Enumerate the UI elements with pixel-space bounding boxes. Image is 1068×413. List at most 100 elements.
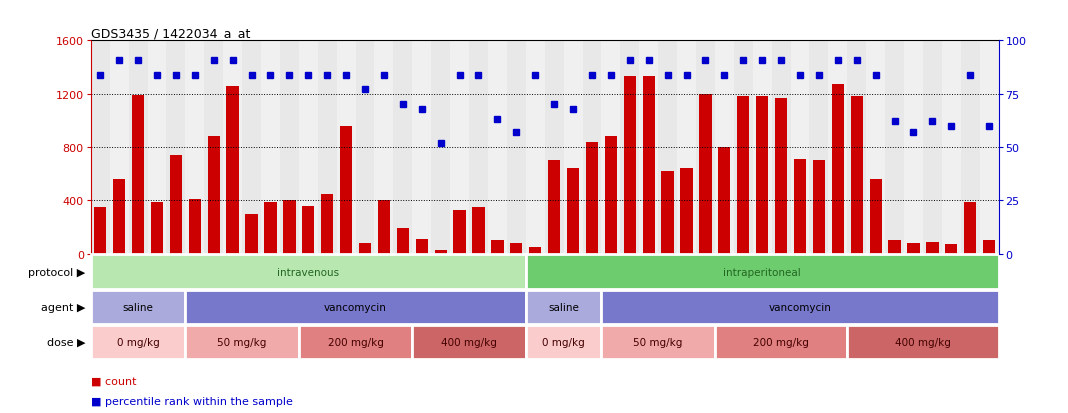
Bar <box>964 202 976 254</box>
Bar <box>356 41 375 254</box>
Bar <box>207 137 220 254</box>
Bar <box>832 85 844 254</box>
Bar <box>961 41 979 254</box>
Bar <box>942 41 961 254</box>
Bar <box>147 41 167 254</box>
Text: ■ count: ■ count <box>91 376 137 386</box>
Bar <box>601 325 714 359</box>
Bar <box>734 41 753 254</box>
Text: agent ▶: agent ▶ <box>41 302 85 312</box>
Bar <box>772 41 790 254</box>
Bar <box>170 156 182 254</box>
Bar <box>945 244 957 254</box>
Bar <box>756 97 768 254</box>
Bar <box>94 207 107 254</box>
Bar <box>847 41 866 254</box>
Bar <box>204 41 223 254</box>
Bar <box>318 41 336 254</box>
Text: 400 mg/kg: 400 mg/kg <box>441 337 497 347</box>
Bar <box>661 171 674 254</box>
Bar <box>810 41 829 254</box>
Bar <box>299 41 318 254</box>
Bar <box>302 206 314 254</box>
Bar <box>283 201 296 254</box>
Bar <box>261 41 280 254</box>
Bar <box>431 41 450 254</box>
Bar <box>714 325 847 359</box>
Bar <box>113 180 125 254</box>
Bar <box>359 243 372 254</box>
Bar <box>564 41 582 254</box>
Bar <box>529 247 541 254</box>
Bar <box>91 290 186 324</box>
Bar <box>378 201 390 254</box>
Bar <box>472 207 485 254</box>
Bar <box>186 325 299 359</box>
Bar <box>847 325 999 359</box>
Text: protocol ▶: protocol ▶ <box>28 267 85 277</box>
Bar <box>321 194 333 254</box>
Bar <box>545 41 564 254</box>
Bar <box>737 97 750 254</box>
Text: vancomycin: vancomycin <box>324 302 387 312</box>
Bar <box>908 243 920 254</box>
Bar <box>621 41 640 254</box>
Bar <box>340 126 352 254</box>
Bar <box>601 290 999 324</box>
Bar <box>983 241 995 254</box>
Bar <box>280 41 299 254</box>
Bar <box>91 41 110 254</box>
Bar <box>488 41 507 254</box>
Bar <box>412 325 525 359</box>
Bar <box>450 41 469 254</box>
Bar <box>189 199 201 254</box>
Bar <box>128 41 147 254</box>
Bar <box>979 41 999 254</box>
Text: intraperitoneal: intraperitoneal <box>723 267 801 277</box>
Bar <box>469 41 488 254</box>
Bar <box>454 210 466 254</box>
Bar <box>151 202 163 254</box>
Bar <box>790 41 810 254</box>
Bar <box>889 241 900 254</box>
Bar <box>167 41 186 254</box>
Bar <box>375 41 393 254</box>
Text: saline: saline <box>123 302 154 312</box>
Bar <box>91 255 525 289</box>
Bar <box>696 41 714 254</box>
Bar <box>525 41 545 254</box>
Bar <box>658 41 677 254</box>
Bar <box>299 325 412 359</box>
Bar <box>869 180 882 254</box>
Text: 200 mg/kg: 200 mg/kg <box>753 337 810 347</box>
Bar <box>885 41 904 254</box>
Text: vancomycin: vancomycin <box>769 302 831 312</box>
Bar <box>926 242 939 254</box>
Bar <box>110 41 128 254</box>
Bar <box>435 250 446 254</box>
Bar <box>794 159 806 254</box>
Bar <box>242 41 261 254</box>
Bar <box>186 290 525 324</box>
Bar <box>412 41 431 254</box>
Bar <box>548 161 561 254</box>
Text: 400 mg/kg: 400 mg/kg <box>895 337 951 347</box>
Bar <box>567 169 579 254</box>
Text: 0 mg/kg: 0 mg/kg <box>543 337 585 347</box>
Bar <box>829 41 847 254</box>
Bar <box>643 77 655 254</box>
Bar <box>813 161 826 254</box>
Bar <box>601 41 621 254</box>
Bar <box>226 86 239 254</box>
Bar <box>586 142 598 254</box>
Bar <box>677 41 696 254</box>
Bar <box>91 325 186 359</box>
Bar <box>525 325 601 359</box>
Bar <box>415 240 428 254</box>
Bar <box>850 97 863 254</box>
Bar <box>525 290 601 324</box>
Bar <box>246 214 257 254</box>
Bar <box>186 41 204 254</box>
Bar <box>582 41 601 254</box>
Text: 50 mg/kg: 50 mg/kg <box>218 337 267 347</box>
